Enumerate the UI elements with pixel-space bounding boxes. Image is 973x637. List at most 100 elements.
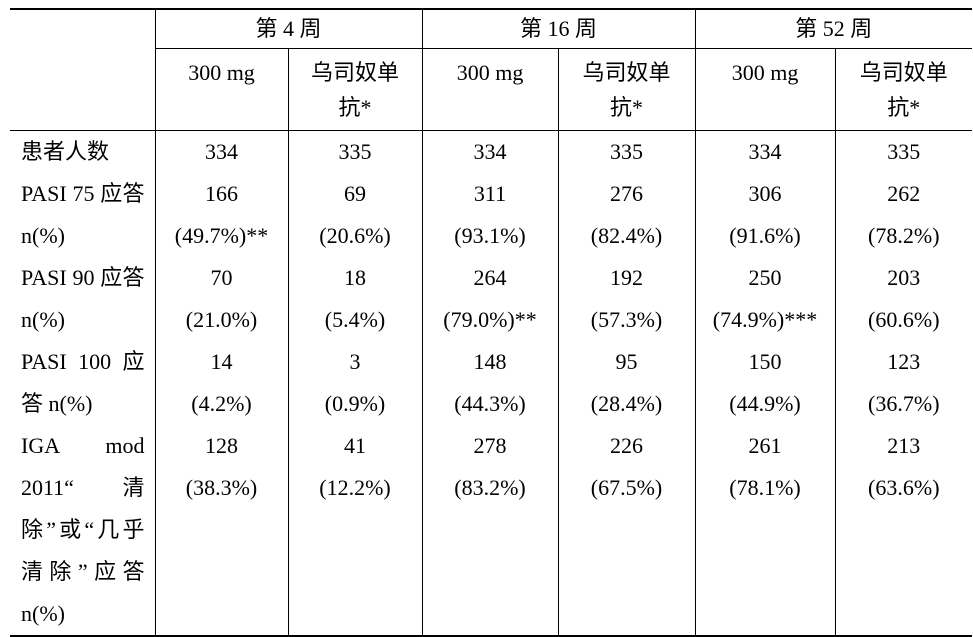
cell-line: (49.7%)** — [174, 223, 269, 248]
cell: 262 (78.2%) — [834, 173, 973, 257]
cell-line: (57.3%) — [590, 307, 663, 332]
cell-line: 148 — [473, 349, 507, 374]
cell-line: (67.5%) — [590, 475, 663, 500]
cell-line: 95 — [615, 349, 638, 374]
subheader: 乌司奴单抗* — [834, 48, 973, 131]
cell: 123 (36.7%) — [834, 341, 973, 425]
cell-line: 334 — [205, 139, 238, 164]
cell-line: 70 — [210, 265, 233, 290]
cell: 14 (4.2%) — [154, 341, 288, 425]
cell-line: 150 — [748, 349, 782, 374]
cell-line: 3 — [349, 349, 361, 374]
cell: 128 (38.3%) — [154, 425, 288, 637]
cell-line: (0.9%) — [324, 391, 386, 416]
subheader: 300 mg — [694, 48, 836, 131]
data-row: PASI 90 应答 n(%) 70 (21.0%) 18 (5.4%) 264 (79.0… — [10, 257, 973, 341]
subheader: 乌司奴单抗* — [557, 48, 696, 131]
subheader: 300 mg — [154, 48, 288, 131]
cell-line: (38.3%) — [185, 475, 258, 500]
cell: 3 (0.9%) — [287, 341, 423, 425]
cell: 335 — [287, 130, 423, 173]
cell: 250 (74.9%)*** — [694, 257, 836, 341]
data-row: 患者人数 334 335 334 335 334 335 — [10, 130, 973, 173]
cell-line: (82.4%) — [590, 223, 663, 248]
cell: 69 (20.6%) — [287, 173, 423, 257]
page: 第 4 周第 16 周第 52 周 300 mg 乌司奴单抗* 300 mg 乌司奴单抗… — [10, 8, 973, 637]
cell: 213 (63.6%) — [834, 425, 973, 637]
cell-line: 334 — [748, 139, 782, 164]
results-table: 第 4 周第 16 周第 52 周 300 mg 乌司奴单抗* 300 mg 乌司奴单抗… — [10, 8, 973, 637]
cell: 306 (91.6%) — [694, 173, 836, 257]
row-label: 患者人数 — [21, 139, 110, 164]
cell: 41 (12.2%) — [287, 425, 423, 637]
cell: 276 (82.4%) — [557, 173, 696, 257]
cell-line: 335 — [610, 139, 644, 164]
subheader: 300 mg — [421, 48, 559, 131]
cell-line: (4.2%) — [191, 391, 252, 416]
cell: 226 (67.5%) — [557, 425, 696, 637]
data-row: PASI 100 应答 n(%) 14 (4.2%) 3 (0.9%) 148 (44.3%… — [10, 341, 973, 425]
cell: 18 (5.4%) — [287, 257, 423, 341]
cell: 70 (21.0%) — [154, 257, 288, 341]
cell-line: 226 — [610, 433, 644, 458]
cell-line: (79.0%)** — [443, 307, 537, 332]
cell: 150 (44.9%) — [694, 341, 836, 425]
cell-line: 166 — [205, 181, 238, 206]
cell: 278 (83.2%) — [421, 425, 559, 637]
cell-line: (28.4%) — [590, 391, 663, 416]
row-label: PASI 90 应答 n(%) — [21, 265, 145, 332]
cell: 335 — [557, 130, 696, 173]
cell-line: 335 — [338, 139, 372, 164]
cell-line: 123 — [887, 349, 921, 374]
cell-line: (5.4%) — [324, 307, 386, 332]
cell: 261 (78.1%) — [694, 425, 836, 637]
cell-line: (60.6%) — [868, 307, 940, 332]
cell: 166 (49.7%)** — [154, 173, 288, 257]
row-label: PASI 100 应答 n(%) — [21, 349, 145, 416]
cell-line: (44.9%) — [729, 391, 801, 416]
row-label: PASI 75 应答 n(%) — [21, 181, 145, 248]
data-row: PASI 75 应答 n(%) 166 (49.7%)** 69 (20.6%) 311 (… — [10, 173, 973, 257]
cell-line: 278 — [473, 433, 507, 458]
cell-line: 69 — [344, 181, 366, 206]
cell-line: (78.2%) — [868, 223, 940, 248]
cell-line: (83.2%) — [454, 475, 526, 500]
cell-line: 18 — [344, 265, 366, 290]
cell-line: (91.6%) — [729, 223, 801, 248]
corner-cell — [10, 8, 155, 49]
corner-cell — [10, 48, 155, 131]
cell-line: (12.2%) — [319, 475, 391, 500]
cell-line: 14 — [210, 349, 233, 374]
cell-line: (20.6%) — [319, 223, 391, 248]
cell-line: 250 — [748, 265, 782, 290]
cell: 95 (28.4%) — [557, 341, 696, 425]
cell: 203 (60.6%) — [834, 257, 973, 341]
cell-line: 306 — [748, 181, 782, 206]
cell-line: 335 — [887, 139, 921, 164]
group-header: 第 52 周 — [694, 8, 973, 49]
cell: 311 (93.1%) — [421, 173, 559, 257]
cell-line: 192 — [610, 265, 644, 290]
cell-line: 262 — [887, 181, 921, 206]
cell-line: (21.0%) — [185, 307, 258, 332]
cell-line: (93.1%) — [454, 223, 526, 248]
cell-line: 261 — [748, 433, 782, 458]
cell: 334 — [694, 130, 836, 173]
cell-line: 41 — [344, 433, 366, 458]
cell: 334 — [421, 130, 559, 173]
cell-line: 203 — [887, 265, 921, 290]
cell-line: (74.9%)*** — [712, 307, 818, 332]
cell-line: (63.6%) — [868, 475, 940, 500]
cell: 334 — [154, 130, 288, 173]
cell: 264 (79.0%)** — [421, 257, 559, 341]
subheader-row: 300 mg 乌司奴单抗* 300 mg 乌司奴单抗* 300 mg 乌司奴单抗* — [10, 48, 973, 131]
row-label: IGA mod 2011“清除”或“几乎清除”应答 n(%) — [10, 425, 155, 637]
cell: 148 (44.3%) — [421, 341, 559, 425]
subheader: 乌司奴单抗* — [287, 48, 423, 131]
cell-line: (36.7%) — [868, 391, 940, 416]
cell-line: 276 — [610, 181, 644, 206]
cell-line: 264 — [473, 265, 507, 290]
group-header: 第 4 周 — [154, 8, 423, 49]
cell: 192 (57.3%) — [557, 257, 696, 341]
group-header-row: 第 4 周第 16 周第 52 周 — [10, 8, 973, 49]
